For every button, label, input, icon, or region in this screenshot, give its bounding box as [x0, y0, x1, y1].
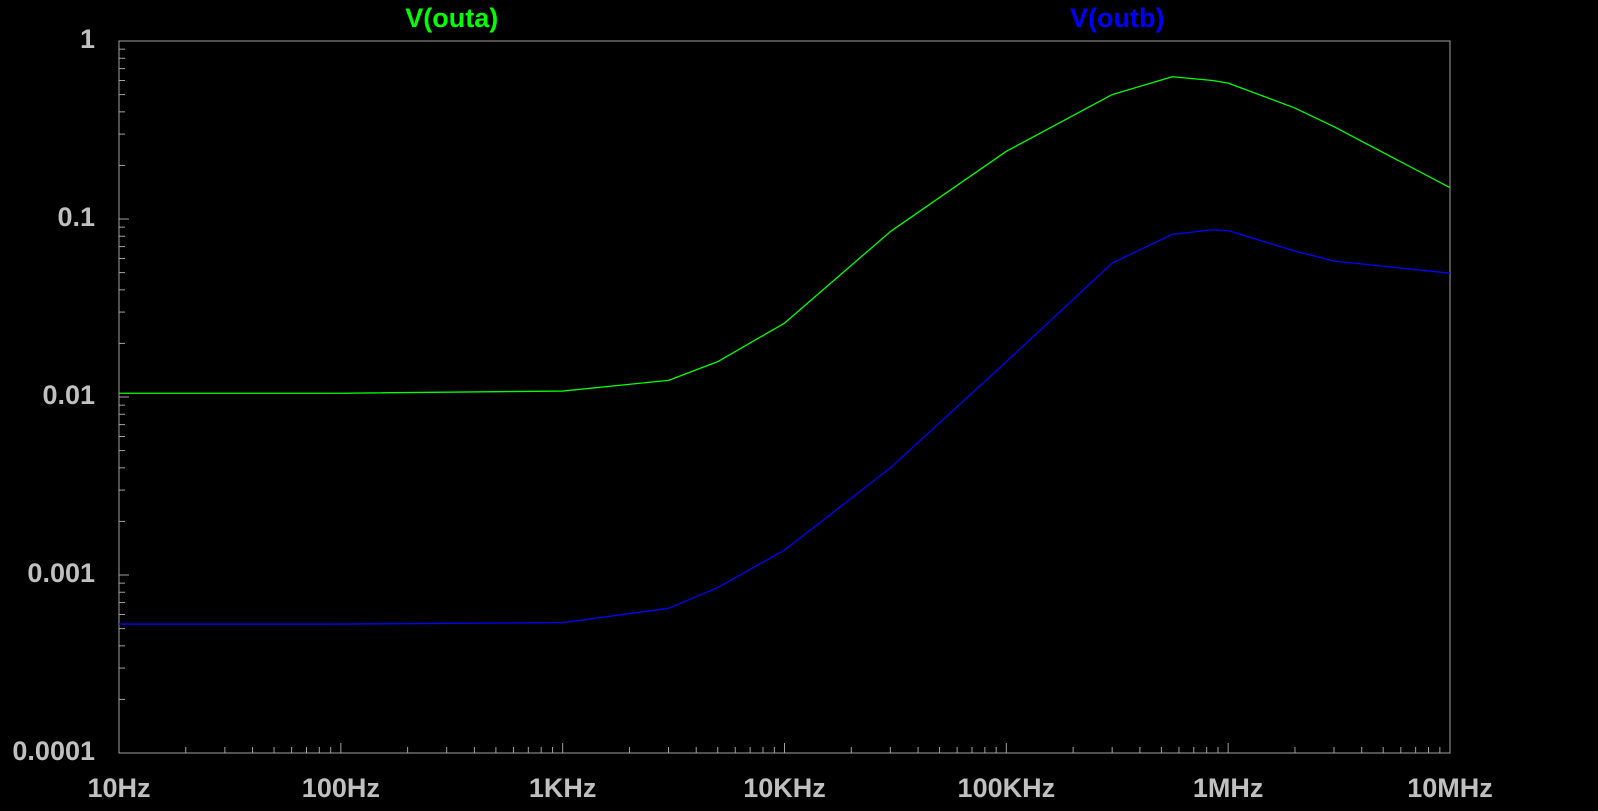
x-tick-label: 1MHz	[1193, 773, 1264, 803]
series-line	[119, 229, 1451, 625]
legend-entry: V(outb)	[1070, 3, 1164, 33]
plot-frame	[118, 40, 1451, 754]
y-tick-label: 0.1	[57, 202, 95, 232]
series-line	[119, 76, 1451, 394]
x-tick-label: 10KHz	[743, 773, 826, 803]
y-tick-label: 0.001	[27, 558, 95, 588]
y-tick-label: 1	[80, 24, 95, 54]
legend-entry: V(outa)	[405, 3, 498, 33]
x-tick-label: 10MHz	[1407, 773, 1493, 803]
x-tick-label: 100Hz	[302, 773, 380, 803]
x-tick-label: 100KHz	[958, 773, 1056, 803]
y-tick-label: 0.01	[42, 380, 95, 410]
y-tick-label: 0.0001	[12, 736, 95, 766]
x-tick-label: 1KHz	[529, 773, 597, 803]
x-tick-label: 10Hz	[87, 773, 150, 803]
